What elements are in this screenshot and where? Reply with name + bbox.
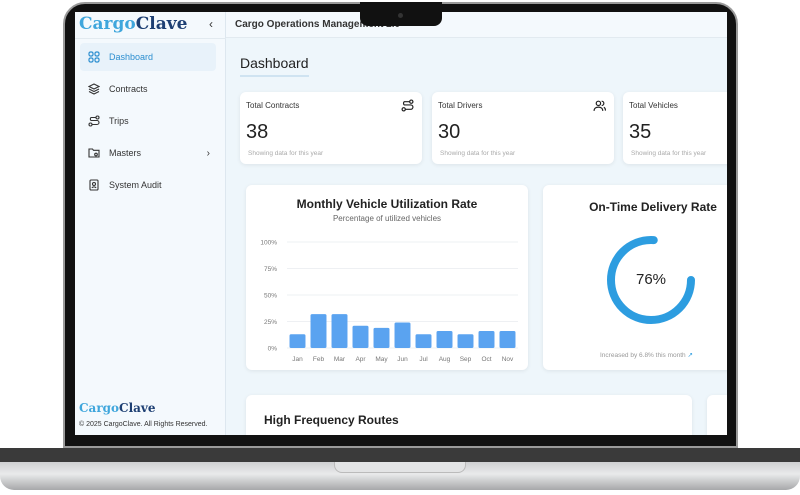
x-tick-label: May	[375, 356, 388, 363]
x-tick-label: Feb	[313, 356, 325, 363]
bar-feb[interactable]	[310, 314, 327, 348]
audit-icon	[87, 179, 100, 192]
sidebar-item-label: Masters	[109, 148, 142, 158]
route-icon	[87, 115, 100, 128]
bar-jun[interactable]	[394, 322, 411, 348]
top-header: Cargo Operations Management 2.0	[226, 12, 727, 38]
footer-brand-part1: Cargo	[79, 401, 120, 415]
secondary-card	[707, 395, 727, 435]
divider	[75, 38, 226, 39]
sidebar-item-label: Dashboard	[109, 52, 154, 62]
bar-may[interactable]	[373, 327, 390, 348]
sidebar: CargoClave ‹ Dashboard Contracts Trips M…	[75, 12, 226, 435]
layers-icon	[87, 83, 100, 96]
page-title: Dashboard	[240, 55, 309, 77]
x-tick-label: Nov	[502, 356, 514, 363]
x-tick-label: Aug	[439, 356, 451, 363]
screen: CargoClave ‹ Dashboard Contracts Trips M…	[75, 12, 727, 435]
delivery-note: Increased by 6.8% this month	[600, 352, 686, 359]
x-tick-label: Apr	[355, 356, 366, 363]
delivery-title: On-Time Delivery Rate	[589, 200, 717, 214]
delivery-rate-card: On-Time Delivery Rate 76% Increased by 6…	[543, 185, 727, 370]
y-tick-label: 100%	[260, 240, 277, 247]
footer-logo: CargoClave	[79, 401, 156, 415]
sidebar-nav: Dashboard Contracts Trips Masters › Syst…	[80, 43, 216, 203]
stat-sub: Showing data for this year	[440, 150, 516, 157]
sidebar-item-dashboard[interactable]: Dashboard	[80, 43, 216, 71]
chart-title: Monthly Vehicle Utilization Rate	[296, 197, 478, 211]
route-icon	[401, 99, 414, 112]
routes-title: High Frequency Routes	[264, 413, 399, 427]
stat-label: Total Vehicles	[629, 101, 678, 110]
brand-part2: Clave	[135, 14, 188, 34]
x-tick-label: Oct	[481, 356, 491, 363]
donut-chart	[607, 236, 695, 324]
bar-aug[interactable]	[436, 331, 453, 348]
sidebar-item-label: System Audit	[109, 180, 162, 190]
sidebar-item-label: Contracts	[109, 84, 148, 94]
bar-jul[interactable]	[415, 334, 432, 348]
x-tick-label: Jan	[292, 356, 303, 363]
brand-logo[interactable]: CargoClave	[79, 14, 187, 34]
stat-label: Total Contracts	[246, 101, 300, 110]
header-title: Cargo Operations Management 2.0	[235, 19, 401, 30]
utilization-chart-card: Monthly Vehicle Utilization Rate Percent…	[246, 185, 528, 370]
bar-jan[interactable]	[289, 334, 306, 348]
stat-card-drivers[interactable]: Total Drivers 30 Showing data for this y…	[432, 92, 614, 164]
grid-icon	[87, 51, 100, 64]
chevron-left-icon[interactable]: ‹	[209, 17, 213, 31]
x-tick-label: Jun	[397, 356, 408, 363]
y-tick-label: 50%	[264, 293, 277, 300]
stat-sub: Showing data for this year	[631, 150, 707, 157]
sidebar-item-trips[interactable]: Trips	[80, 107, 216, 135]
brand-part1: Cargo	[79, 14, 136, 34]
stat-value: 38	[246, 121, 269, 143]
footer-brand-part2: Clave	[119, 401, 156, 415]
stat-card-vehicles[interactable]: Total Vehicles 35 Showing data for this …	[623, 92, 727, 164]
bar-sep[interactable]	[457, 334, 474, 348]
sidebar-item-system-audit[interactable]: System Audit	[80, 171, 216, 199]
chart-subtitle: Percentage of utilized vehicles	[332, 214, 442, 223]
sidebar-item-label: Trips	[109, 116, 129, 126]
x-tick-label: Mar	[334, 356, 346, 363]
laptop-opening-notch	[334, 462, 466, 473]
stat-value: 30	[438, 121, 461, 143]
trending-up-icon: ↗	[687, 352, 693, 359]
sidebar-item-masters[interactable]: Masters ›	[80, 139, 216, 167]
sidebar-item-contracts[interactable]: Contracts	[80, 75, 216, 103]
users-icon	[593, 100, 606, 111]
delivery-value: 76%	[635, 271, 667, 288]
x-tick-label: Jul	[419, 356, 428, 363]
x-tick-label: Sep	[460, 356, 472, 363]
y-tick-label: 75%	[264, 266, 277, 273]
y-tick-label: 25%	[264, 319, 277, 326]
chevron-right-icon: ›	[206, 147, 210, 159]
stat-sub: Showing data for this year	[248, 150, 324, 157]
camera	[398, 13, 403, 18]
folder-settings-icon	[87, 147, 100, 160]
stat-card-contracts[interactable]: Total Contracts 38 Showing data for this…	[240, 92, 422, 164]
y-tick-label: 0%	[268, 346, 278, 353]
high-frequency-routes-card: High Frequency Routes	[246, 395, 692, 435]
donut-arc	[607, 236, 695, 324]
copyright: © 2025 CargoClave. All Rights Reserved.	[79, 421, 208, 428]
bar-oct[interactable]	[478, 331, 495, 348]
bar-mar[interactable]	[331, 314, 348, 348]
stat-value: 35	[629, 121, 652, 143]
bar-nov[interactable]	[499, 331, 516, 348]
bar-chart: 0% 25% 50% 75% 100% Jan Feb Mar Apr May Jun Jul Aug S…	[260, 240, 518, 363]
bar-apr[interactable]	[352, 325, 369, 348]
stat-label: Total Drivers	[438, 101, 483, 110]
